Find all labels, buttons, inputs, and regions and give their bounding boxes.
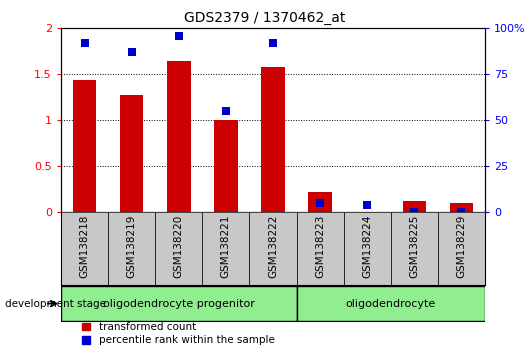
Bar <box>214 120 237 212</box>
Bar <box>308 192 332 212</box>
Bar <box>120 95 144 212</box>
Text: GSM138222: GSM138222 <box>268 215 278 278</box>
Bar <box>250 212 296 285</box>
Bar <box>391 212 438 285</box>
Bar <box>73 80 96 212</box>
Text: GSM138225: GSM138225 <box>409 215 419 278</box>
Bar <box>108 212 155 285</box>
Text: GSM138223: GSM138223 <box>315 215 325 278</box>
Bar <box>402 201 426 212</box>
Bar <box>296 286 485 321</box>
Text: GDS2379 / 1370462_at: GDS2379 / 1370462_at <box>184 11 346 25</box>
Text: oligodendrocyte: oligodendrocyte <box>346 298 436 309</box>
Text: GSM138219: GSM138219 <box>127 215 137 278</box>
Text: GSM138218: GSM138218 <box>80 215 90 278</box>
Legend: transformed count, percentile rank within the sample: transformed count, percentile rank withi… <box>82 322 275 345</box>
Bar <box>449 203 473 212</box>
Bar <box>155 212 202 285</box>
Text: GSM138220: GSM138220 <box>174 215 184 278</box>
Text: GSM138229: GSM138229 <box>456 215 466 278</box>
Bar <box>296 212 343 285</box>
Bar <box>343 212 391 285</box>
Bar <box>202 212 250 285</box>
Bar <box>261 67 285 212</box>
Bar <box>61 212 108 285</box>
Text: GSM138221: GSM138221 <box>221 215 231 278</box>
Text: development stage: development stage <box>5 298 107 309</box>
Text: oligodendrocyte progenitor: oligodendrocyte progenitor <box>103 298 255 309</box>
Text: GSM138224: GSM138224 <box>362 215 372 278</box>
Bar <box>438 212 485 285</box>
Bar <box>167 61 190 212</box>
Bar <box>61 286 296 321</box>
